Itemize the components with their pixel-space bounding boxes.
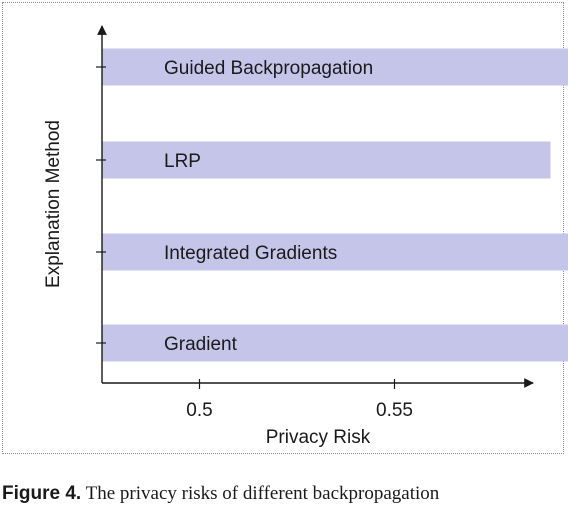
x-axis-title: Privacy Risk [266,427,371,448]
x-ticks-group: 0.50.550.60.65 [186,379,413,421]
bars-group [102,48,568,362]
figure-frame [2,2,564,454]
bar-integrated-gradients [102,233,568,271]
bar-label-integrated-gradients: Integrated Gradients [164,243,337,264]
bar-labels-group: Guided Backpropagation LRP Integrated Grad… [164,58,373,355]
bar-label-lrp: LRP [164,151,201,172]
bar-lrp [102,141,551,179]
caption-label: Figure 4. [2,483,82,504]
bar-guided-backpropagation [102,48,568,86]
x-tick-label-0: 0.5 [186,400,212,421]
bar-gradient [102,324,568,362]
figure-caption: Figure 4. The privacy risks of different… [2,483,566,505]
x-tick-label-1: 0.55 [376,400,413,421]
bar-chart: Guided Backpropagation LRP Integrated Grad… [43,25,568,448]
y-ticks-group [96,66,106,344]
y-axis-title: Explanation Method [43,120,64,288]
bar-label-guided-backpropagation: Guided Backpropagation [164,58,373,79]
caption-text: The privacy risks of different backpropa… [85,483,440,504]
bar-label-gradient: Gradient [164,334,238,355]
